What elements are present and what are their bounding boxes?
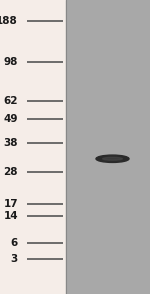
Ellipse shape: [103, 157, 122, 160]
Text: 14: 14: [3, 211, 18, 221]
Text: 3: 3: [11, 254, 18, 264]
Bar: [66, 0, 150, 294]
Text: 62: 62: [3, 96, 18, 106]
Ellipse shape: [96, 155, 129, 162]
Text: 17: 17: [3, 199, 18, 209]
Bar: [0, 0, 66, 294]
Text: 6: 6: [11, 238, 18, 248]
Text: 38: 38: [3, 138, 18, 148]
Text: 28: 28: [3, 167, 18, 177]
Text: 49: 49: [3, 114, 18, 124]
Text: 188: 188: [0, 16, 18, 26]
Text: 98: 98: [4, 57, 18, 67]
